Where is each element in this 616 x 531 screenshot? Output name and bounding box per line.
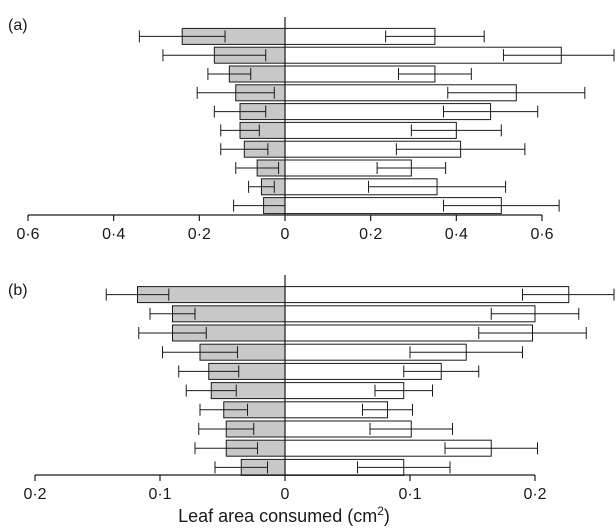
x-tick-label-a-1: 0·6 xyxy=(16,226,39,243)
x-tick-label-a-7: 0·6 xyxy=(530,226,553,243)
x-tick-label-a-4: 0 xyxy=(281,226,290,243)
x-tick-label-b-5: 0·2 xyxy=(523,486,546,503)
x-tick-label-b-1: 0·2 xyxy=(23,486,46,503)
x-axis-title-superscript: 2 xyxy=(377,504,384,518)
x-tick-label-a-6: 0·4 xyxy=(445,226,468,243)
x-tick-label-a-2: 0·4 xyxy=(102,226,125,243)
panel-b: 0·2 0·1 0 0·1 0·2 xyxy=(23,275,615,503)
x-axis-title: Leaf area consumed (cm2) xyxy=(178,504,390,526)
x-tick-label-b-4: 0·1 xyxy=(398,486,421,503)
x-axis-title-close: ) xyxy=(384,506,390,526)
x-tick-label-a-5: 0·2 xyxy=(359,226,382,243)
x-axis-title-text: Leaf area consumed (cm xyxy=(178,506,377,526)
panel-a: 0·6 0·4 0·2 0 0·2 0·4 0·6 xyxy=(16,17,615,243)
x-tick-label-b-3: 0 xyxy=(281,486,290,503)
panel-label-b: (b) xyxy=(8,282,28,299)
x-tick-label-a-3: 0·2 xyxy=(188,226,211,243)
panel-label-a: (a) xyxy=(8,17,28,34)
x-tick-label-b-2: 0·1 xyxy=(148,486,171,503)
